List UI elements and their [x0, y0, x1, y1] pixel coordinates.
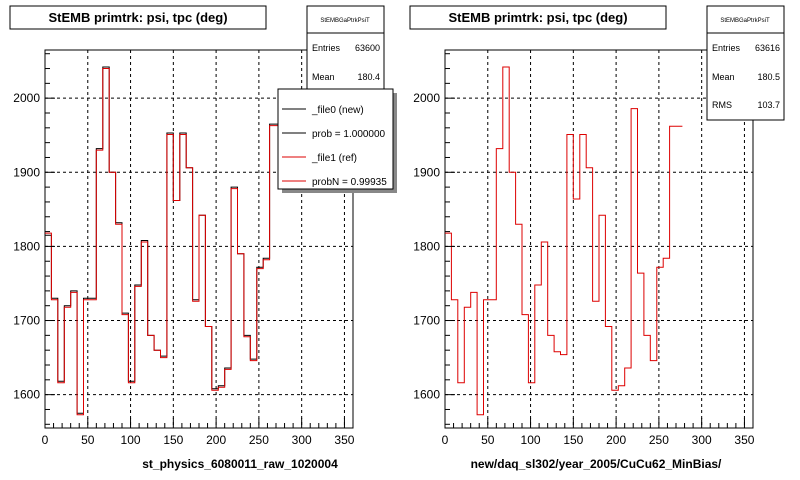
left-x-tick-label: 350 — [334, 433, 354, 447]
left-stats-mean-value: 180.4 — [357, 72, 380, 82]
right-y-tick-label: 1800 — [413, 239, 440, 253]
right-title-box: StEMB primtrk: psi, tpc (deg) — [409, 5, 667, 30]
right-x-tick-label: 350 — [734, 433, 754, 447]
left-stats-entries-label: Entries — [312, 43, 341, 53]
left-histogram-pad: 0 50 100 150 200 250 300 350 1600 1700 1800 1900 20… — [9, 5, 397, 471]
left-x-tick-label: 200 — [206, 433, 226, 447]
right-x-tick-label: 100 — [521, 433, 541, 447]
right-stats-entries-label: Entries — [712, 43, 741, 53]
right-title: StEMB primtrk: psi, tpc (deg) — [448, 10, 627, 25]
left-series-group — [45, 66, 283, 416]
right-stats-rms-label: RMS — [712, 100, 732, 110]
right-stats-mean-label: Mean — [712, 72, 735, 82]
right-series-group — [445, 66, 683, 416]
left-x-ticks: 0 50 100 150 200 250 300 350 — [42, 418, 355, 447]
left-legend: _file0 (new) prob = 1.000000 _file1 (ref… — [277, 88, 397, 193]
right-y-tick-label: 2000 — [413, 91, 440, 105]
right-stats-box: StEMBGaPtrkPsiT Entries 63616 Mean 180.5… — [706, 5, 785, 121]
right-stats-entries-value: 63616 — [755, 43, 780, 53]
left-x-tick-label: 300 — [292, 433, 312, 447]
left-x-tick-label: 50 — [81, 433, 95, 447]
right-stats-mean-value: 180.5 — [757, 72, 780, 82]
left-y-tick-label: 2000 — [13, 91, 40, 105]
legend-label-1: prob = 1.000000 — [312, 129, 386, 140]
right-histogram-pad: 0 50 100 150 200 250 300 350 1600 1700 1800 1900 20… — [409, 5, 785, 471]
right-x-tick-label: 300 — [692, 433, 712, 447]
left-stats-entries-value: 63600 — [355, 43, 380, 53]
left-stats-box: StEMBGaPtrkPsiT Entries 63600 Mean 180.4 — [306, 5, 385, 95]
right-x-tick-label: 200 — [606, 433, 626, 447]
left-x-axis-title: st_physics_6080011_raw_1020004 — [142, 457, 338, 471]
left-stats-mean-label: Mean — [312, 72, 335, 82]
left-x-tick-label: 0 — [42, 433, 49, 447]
left-y-tick-label: 1700 — [13, 314, 40, 328]
left-y-tick-label: 1600 — [13, 388, 40, 402]
right-x-tick-label: 150 — [563, 433, 583, 447]
right-stats-name: StEMBGaPtrkPsiT — [720, 18, 770, 24]
right-x-ticks: 0 50 100 150 200 250 300 350 — [442, 418, 755, 447]
legend-label-0: _file0 (new) — [311, 105, 364, 116]
left-y-tick-label: 1800 — [13, 239, 40, 253]
right-stats-rms-value: 103.7 — [757, 100, 780, 110]
left-x-tick-label: 250 — [249, 433, 269, 447]
right-x-axis-title: new/daq_sl302/year_2005/CuCu62_MinBias/ — [471, 457, 722, 471]
left-y-tick-label: 1900 — [13, 165, 40, 179]
left-title-box: StEMB primtrk: psi, tpc (deg) — [9, 5, 267, 30]
right-y-tick-label: 1900 — [413, 165, 440, 179]
legend-label-3: probN = 0.99935 — [312, 177, 387, 188]
legend-label-2: _file1 (ref) — [311, 153, 357, 164]
left-title: StEMB primtrk: psi, tpc (deg) — [48, 10, 227, 25]
right-y-ticks: 1600 1700 1800 1900 2000 — [413, 53, 455, 425]
right-x-tick-label: 50 — [481, 433, 495, 447]
right-x-tick-label: 0 — [442, 433, 449, 447]
right-x-tick-label: 250 — [649, 433, 669, 447]
right-y-tick-label: 1600 — [413, 388, 440, 402]
right-y-tick-label: 1700 — [413, 314, 440, 328]
left-x-tick-label: 100 — [121, 433, 141, 447]
left-stats-name: StEMBGaPtrkPsiT — [320, 18, 370, 24]
left-x-tick-label: 150 — [163, 433, 183, 447]
right-series-0-line — [445, 66, 683, 416]
left-series-1-line — [45, 68, 283, 416]
left-y-ticks: 1600 1700 1800 1900 2000 — [13, 53, 55, 425]
